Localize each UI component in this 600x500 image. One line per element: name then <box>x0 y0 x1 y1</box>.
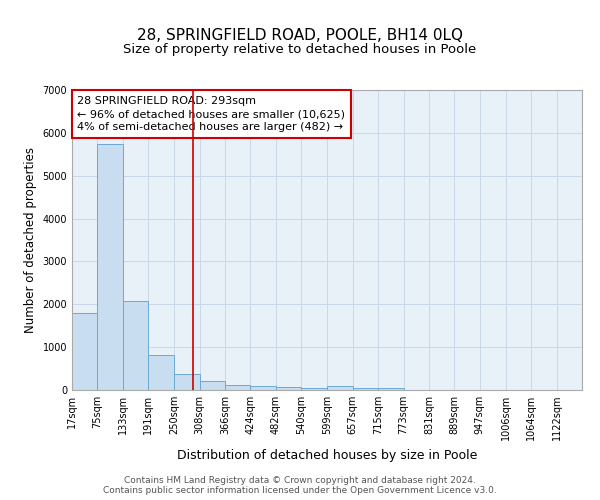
Bar <box>148 356 174 390</box>
Bar <box>123 301 148 390</box>
Text: Size of property relative to detached houses in Poole: Size of property relative to detached ho… <box>124 42 476 56</box>
Bar <box>353 388 378 390</box>
Bar <box>225 385 250 390</box>
Bar <box>301 388 327 390</box>
Bar <box>174 374 200 390</box>
Bar <box>327 386 353 390</box>
Bar <box>97 144 123 390</box>
Bar <box>276 387 301 390</box>
Bar <box>200 381 225 390</box>
Text: 28, SPRINGFIELD ROAD, POOLE, BH14 0LQ: 28, SPRINGFIELD ROAD, POOLE, BH14 0LQ <box>137 28 463 42</box>
Bar <box>378 388 404 390</box>
Text: Contains HM Land Registry data © Crown copyright and database right 2024.: Contains HM Land Registry data © Crown c… <box>124 476 476 485</box>
Y-axis label: Number of detached properties: Number of detached properties <box>24 147 37 333</box>
Bar <box>250 386 276 390</box>
Bar <box>72 313 97 390</box>
Text: Contains public sector information licensed under the Open Government Licence v3: Contains public sector information licen… <box>103 486 497 495</box>
X-axis label: Distribution of detached houses by size in Poole: Distribution of detached houses by size … <box>177 448 477 462</box>
Text: 28 SPRINGFIELD ROAD: 293sqm
← 96% of detached houses are smaller (10,625)
4% of : 28 SPRINGFIELD ROAD: 293sqm ← 96% of det… <box>77 96 345 132</box>
